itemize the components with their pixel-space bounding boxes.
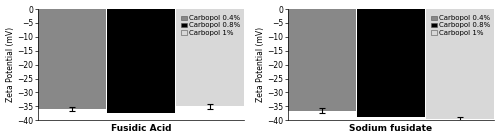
- Legend: Carbopol 0.4%, Carbopol 0.8%, Carbopol 1%: Carbopol 0.4%, Carbopol 0.8%, Carbopol 1…: [430, 15, 491, 36]
- Legend: Carbopol 0.4%, Carbopol 0.8%, Carbopol 1%: Carbopol 0.4%, Carbopol 0.8%, Carbopol 1…: [180, 15, 241, 36]
- Bar: [108, 9, 175, 113]
- Bar: [176, 9, 244, 106]
- Bar: [358, 9, 425, 117]
- Bar: [288, 9, 356, 111]
- X-axis label: Sodium fusidate: Sodium fusidate: [350, 124, 432, 133]
- Bar: [38, 9, 106, 109]
- X-axis label: Fusidic Acid: Fusidic Acid: [111, 124, 172, 133]
- Bar: [426, 9, 494, 119]
- Y-axis label: Zeta Potential (mV): Zeta Potential (mV): [256, 27, 264, 102]
- Y-axis label: Zeta Potential (mV): Zeta Potential (mV): [6, 27, 15, 102]
